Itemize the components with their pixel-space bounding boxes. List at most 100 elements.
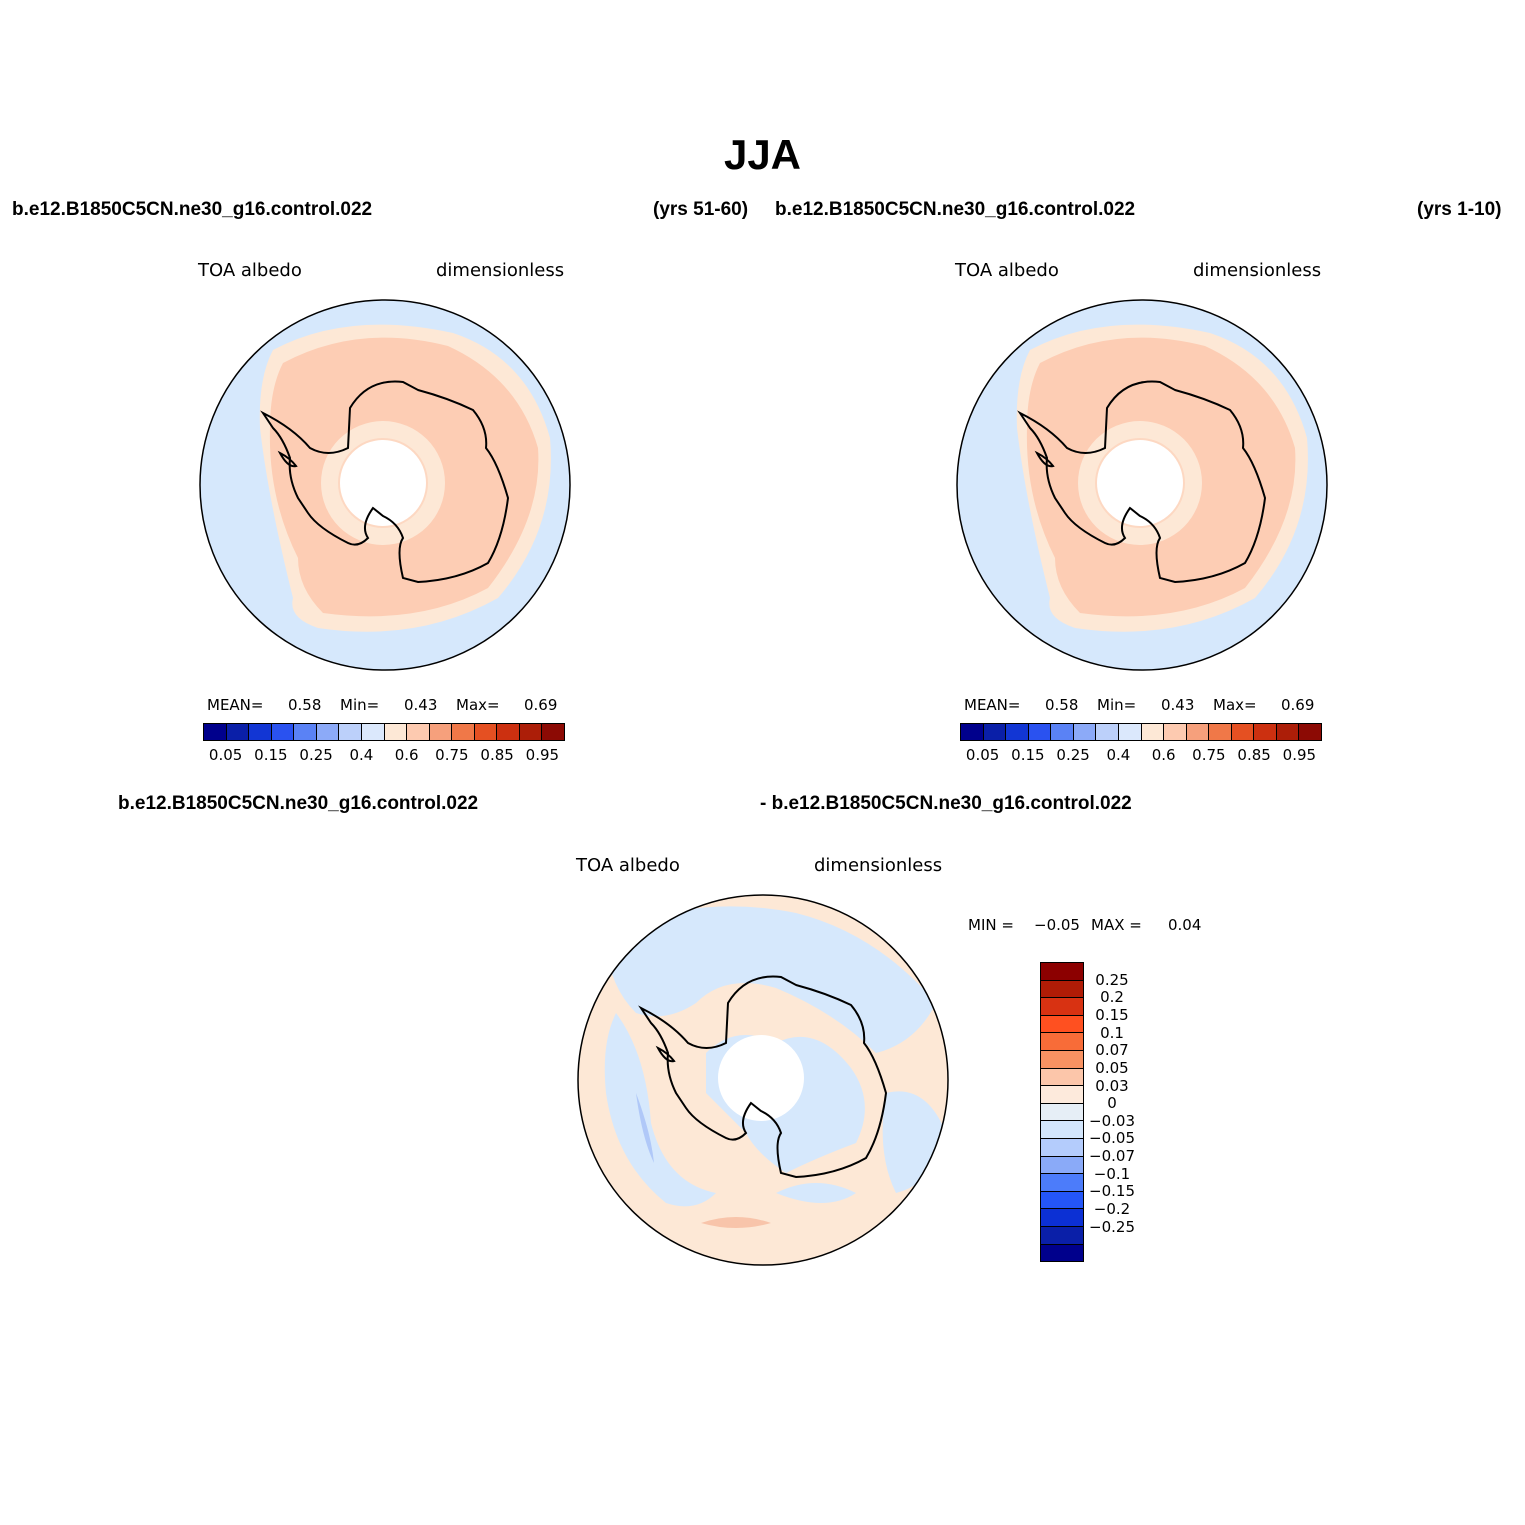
top-left-years: (yrs 51-60) [653,199,749,220]
colorbar-swatch-13 [1041,1191,1083,1210]
colorbar-swatch-4 [1051,724,1074,740]
top-right-min-label: Min= [1097,696,1137,714]
colorbar-tick-label: −0.03 [1089,1111,1135,1130]
colorbar-tick-label: −0.05 [1089,1129,1135,1148]
colorbar-swatch-2 [249,724,272,740]
colorbar-swatch-10 [1041,1138,1083,1157]
colorbar-swatch-0 [204,724,227,740]
colorbar-tick-label: 0.4 [349,746,374,764]
top-right-colorbar-ticks: 0.05 0.15 0.25 0.4 0.6 0.75 0.85 0.95 [960,746,1322,766]
colorbar-swatch-12 [1041,1174,1083,1192]
colorbar-swatch-2 [1006,724,1029,740]
polar-data-gap [1097,440,1183,526]
colorbar-swatch-15 [542,724,564,740]
colorbar-swatch-3 [1028,724,1052,740]
colorbar-swatch-1 [226,724,250,740]
colorbar-swatch-9 [1164,724,1187,740]
diff-min-value: −0.05 [1034,916,1080,934]
colorbar-swatch-5 [1041,1050,1083,1069]
difference-colorbar [1040,962,1084,1262]
top-right-polar-map [956,299,1328,671]
colorbar-swatch-8 [384,724,408,740]
colorbar-tick-label: 0.75 [435,746,469,764]
colorbar-tick-label: 0 [1107,1094,1117,1113]
colorbar-swatch-11 [1209,724,1232,740]
colorbar-swatch-11 [452,724,475,740]
colorbar-tick-label: −0.25 [1089,1217,1135,1236]
colorbar-swatch-13 [1254,724,1277,740]
colorbar-swatch-0 [961,724,984,740]
colorbar-swatch-4 [294,724,317,740]
colorbar-tick-label: 0.25 [1056,746,1090,764]
colorbar-tick-label: 0.75 [1192,746,1226,764]
colorbar-swatch-7 [1041,1086,1083,1104]
top-left-min-label: Min= [340,696,380,714]
colorbar-tick-label: 0.1 [1100,1023,1124,1042]
colorbar-swatch-5 [1073,724,1097,740]
colorbar-swatch-2 [1041,998,1083,1016]
top-left-min-value: 0.43 [404,696,438,714]
colorbar-swatch-7 [361,724,385,740]
diff-max-value: 0.04 [1168,916,1202,934]
colorbar-tick-label: 0.6 [394,746,419,764]
colorbar-tick-label: 0.25 [299,746,333,764]
polar-data-gap [718,1035,804,1121]
bottom-case-name-right: - b.e12.B1850C5CN.ne30_g16.control.022 [760,793,1132,814]
colorbar-swatch-7 [1118,724,1142,740]
diff-max-label: MAX = [1091,916,1142,934]
colorbar-tick-label: 0.4 [1106,746,1131,764]
top-right-max-value: 0.69 [1281,696,1315,714]
colorbar-tick-label: 0.03 [1095,1076,1129,1095]
top-left-colorbar [203,723,565,741]
top-left-max-label: Max= [456,696,500,714]
colorbar-tick-label: 0.85 [480,746,514,764]
colorbar-tick-label: 0.07 [1095,1041,1129,1060]
colorbar-swatch-1 [1041,980,1083,999]
colorbar-tick-label: 0.15 [254,746,288,764]
colorbar-swatch-14 [1041,1209,1083,1227]
antarctica-coastline [1017,380,1267,584]
bottom-variable: TOA albedo [576,855,680,876]
top-right-colorbar [960,723,1322,741]
top-right-mean-value: 0.58 [1045,696,1079,714]
colorbar-tick-label: −0.1 [1093,1164,1131,1183]
top-right-max-label: Max= [1213,696,1257,714]
strong-positive-patch [701,1217,771,1228]
colorbar-swatch-1 [983,724,1007,740]
colorbar-swatch-6 [339,724,362,740]
top-left-variable: TOA albedo [198,260,302,281]
colorbar-swatch-4 [1041,1033,1083,1051]
colorbar-swatch-15 [1299,724,1321,740]
colorbar-tick-label: 0.05 [1095,1058,1129,1077]
map-boundary [956,299,1328,671]
top-right-years: (yrs 1-10) [1417,199,1502,220]
colorbar-tick-label: 0.95 [525,746,560,764]
negative-difference-region [606,906,936,1053]
colorbar-tick-label: 0.15 [1011,746,1045,764]
colorbar-swatch-12 [474,724,498,740]
colorbar-swatch-13 [497,724,520,740]
colorbar-swatch-9 [1041,1121,1083,1139]
antarctica-coastline [260,380,510,584]
colorbar-swatch-14 [1276,724,1300,740]
top-left-max-value: 0.69 [524,696,558,714]
colorbar-swatch-6 [1096,724,1119,740]
colorbar-tick-label: 0.05 [208,746,243,764]
top-right-case-name: b.e12.B1850C5CN.ne30_g16.control.022 [775,199,1136,220]
colorbar-swatch-3 [1041,1015,1083,1034]
top-left-mean-value: 0.58 [288,696,322,714]
colorbar-tick-label: 0.05 [965,746,1000,764]
polar-data-gap [340,440,426,526]
colorbar-tick-label: −0.2 [1093,1200,1131,1219]
colorbar-swatch-6 [1041,1068,1083,1087]
colorbar-tick-label: −0.15 [1089,1182,1135,1201]
top-left-units: dimensionless [436,260,565,281]
difference-colorbar-ticks: 0.25 0.2 0.15 0.1 0.07 0.05 0.03 0 −0.03 −0.05 −0.… [1089,962,1135,1262]
colorbar-swatch-16 [1041,1244,1083,1262]
colorbar-swatch-15 [1041,1226,1083,1245]
colorbar-tick-label: 0.25 [1095,970,1129,989]
colorbar-swatch-10 [1186,724,1210,740]
colorbar-swatch-5 [316,724,340,740]
colorbar-swatch-9 [407,724,430,740]
colorbar-swatch-8 [1141,724,1165,740]
